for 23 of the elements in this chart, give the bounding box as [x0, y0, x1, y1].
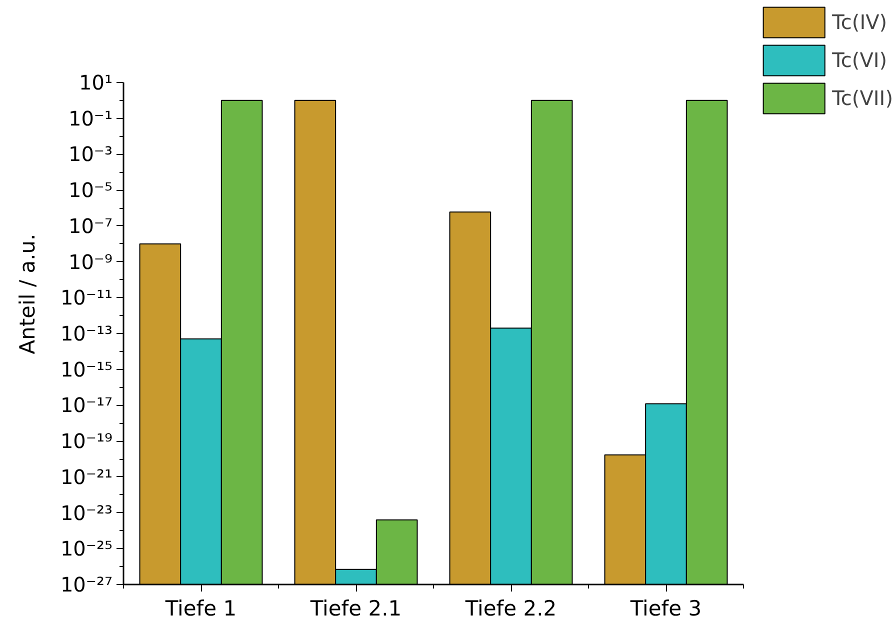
y-tick-label: 10¹: [79, 70, 112, 94]
y-tick-label: 10⁻⁵: [68, 178, 113, 202]
y-tick-label: 10⁻²⁷: [60, 572, 113, 596]
legend-label: Tc(VI): [832, 47, 888, 74]
y-axis-title: Anteil / a.u.: [15, 234, 40, 354]
y-tick-label: 10⁻¹¹: [60, 286, 113, 310]
legend-label: Tc(IV): [832, 9, 888, 36]
x-tick-label: Tiefe 1: [164, 596, 237, 620]
y-tick-label: 10⁻¹⁷: [60, 393, 113, 418]
y-tick-label: 10⁻²¹: [60, 464, 113, 489]
y-tick-label: 10⁻²⁵: [60, 536, 113, 561]
x-tick-label: Tiefe 2.2: [464, 596, 557, 620]
legend-label: Tc(VII): [832, 85, 893, 112]
x-tick-label: Tiefe 2.1: [309, 596, 402, 620]
y-tick-label: 10⁻⁷: [68, 214, 113, 238]
y-tick-label: 10⁻¹: [68, 106, 113, 130]
y-tick-label: 10⁻⁹: [68, 250, 113, 274]
x-tick-label: Tiefe 3: [629, 596, 702, 620]
y-tick-label: 10⁻¹³: [60, 322, 113, 346]
y-tick-label: 10⁻³: [68, 142, 113, 166]
y-tick-label: 10⁻¹⁹: [60, 429, 113, 454]
y-tick-label: 10⁻¹⁵: [60, 357, 113, 382]
y-tick-label: 10⁻²³: [60, 500, 113, 525]
